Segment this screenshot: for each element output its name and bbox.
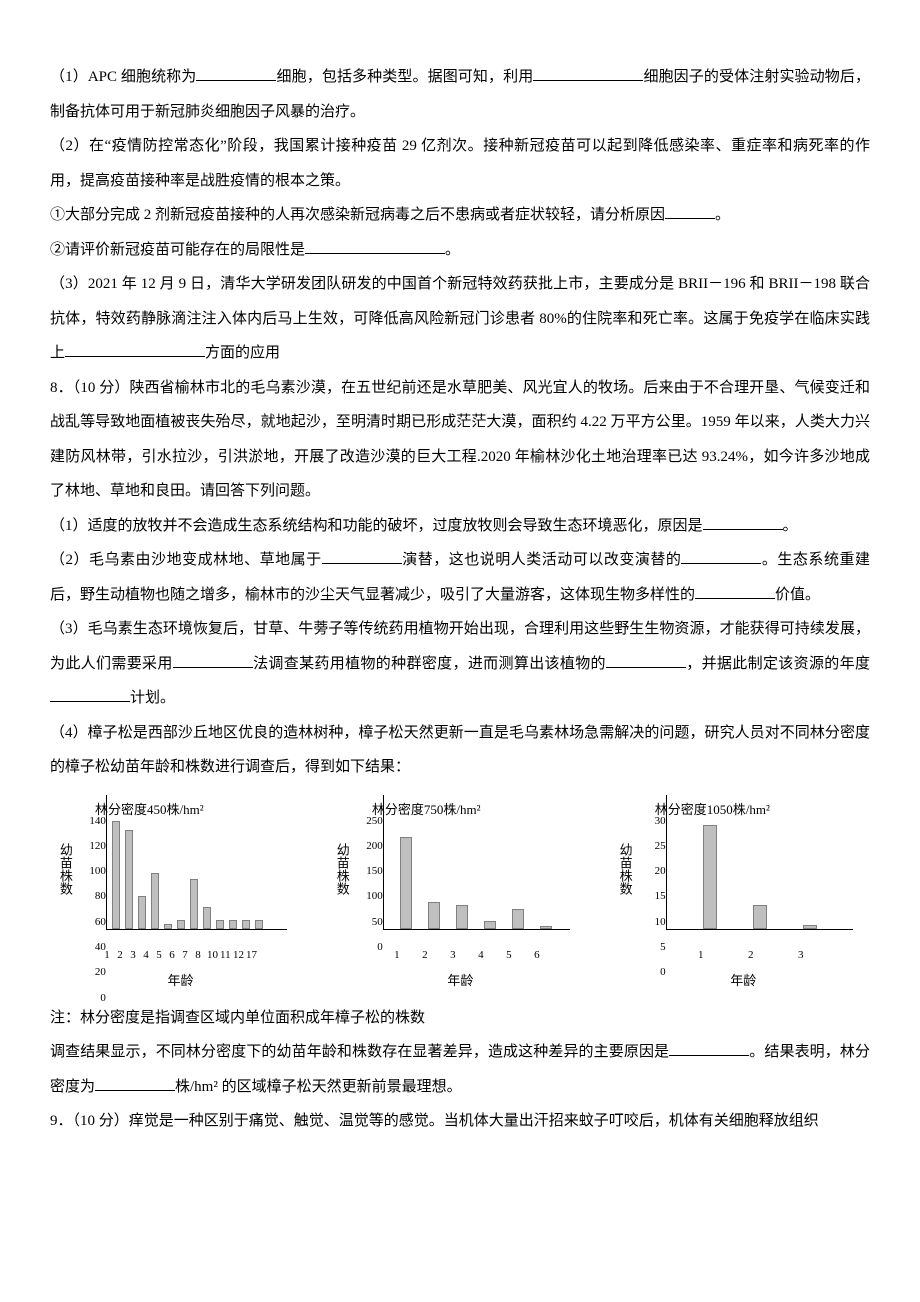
- chart-450: 林分密度450株/hm²幼苗株数140120100806040200123456…: [50, 795, 287, 996]
- q8-3: （3）毛乌素生态环境恢复后，甘草、牛蒡子等传统药用植物开始出现，合理利用这些野生…: [50, 612, 870, 716]
- q7-2-2: ②请评价新冠疫苗可能存在的局限性是 。: [50, 233, 870, 268]
- blank: [606, 652, 686, 668]
- q9: 9．（10 分）痒觉是一种区别于痛觉、触觉、温觉等的感觉。当机体大量出汗招来蚊子…: [50, 1104, 870, 1139]
- q7-2-1: ①大部分完成 2 剂新冠疫苗接种的人再次感染新冠病毒之后不患病或者症状较轻，请分…: [50, 198, 870, 233]
- blank: [703, 514, 783, 530]
- chart-750: 林分密度750株/hm²幼苗株数250200150100500123456年龄: [327, 795, 570, 996]
- blank: [322, 548, 402, 564]
- q8-intro: 8．（10 分）陕西省榆林市北的毛乌素沙漠，在五世纪前还是水草肥美、风光宜人的牧…: [50, 371, 870, 509]
- blank: [665, 203, 715, 219]
- bar: [255, 920, 263, 929]
- text: 法调查某药用植物的种群密度，进而测算出该植物的: [253, 656, 606, 672]
- blank: [95, 1075, 175, 1091]
- x-axis-ticks: 123456: [351, 943, 570, 968]
- bar: [803, 925, 817, 929]
- y-axis-label: 幼苗株数: [327, 843, 357, 895]
- bar: [753, 905, 767, 929]
- text: （1）APC 细胞统称为: [50, 69, 196, 85]
- q8-4: （4）樟子松是西部沙丘地区优良的造林树种，樟子松天然更新一直是毛乌素林场急需解决…: [50, 716, 870, 785]
- blank: [305, 238, 445, 254]
- text: 调查结果显示，不同林分密度下的幼苗年龄和株数存在显著差异，造成这种差异的主要原因…: [50, 1044, 669, 1060]
- blank: [695, 583, 775, 599]
- bar: [242, 920, 250, 929]
- text: 方面的应用: [205, 345, 280, 361]
- q8-2: （2）毛乌素由沙地变成林地、草地属于演替，这也说明人类活动可以改变演替的。生态系…: [50, 543, 870, 612]
- text: 价值。: [775, 587, 820, 603]
- charts-row: 林分密度450株/hm²幼苗株数140120100806040200123456…: [50, 795, 870, 996]
- plot-area: [383, 795, 570, 930]
- q7-2: （2）在“疫情防控常态化”阶段，我国累计接种疫苗 29 亿剂次。接种新冠疫苗可以…: [50, 129, 870, 198]
- blank: [173, 652, 253, 668]
- bar: [138, 896, 146, 929]
- q8-1: （1）适度的放牧并不会造成生态系统结构和功能的破坏，过度放牧则会导致生态环境恶化…: [50, 509, 870, 544]
- blank: [533, 65, 643, 81]
- x-axis-ticks: 123: [634, 943, 853, 968]
- bar: [190, 879, 198, 929]
- text: 细胞，包括多种类型。据图可知，利用: [276, 69, 533, 85]
- text: 。: [783, 518, 798, 534]
- y-axis-label: 幼苗株数: [610, 843, 640, 895]
- bar: [151, 873, 159, 929]
- chart-1050: 林分密度1050株/hm²幼苗株数302520151050123年龄: [610, 795, 853, 996]
- bar: [400, 837, 412, 928]
- plot-area: [666, 795, 853, 930]
- q7-1: （1）APC 细胞统称为细胞，包括多种类型。据图可知，利用细胞因子的受体注射实验…: [50, 60, 870, 129]
- text: 计划。: [130, 690, 175, 706]
- bar: [216, 920, 224, 929]
- plot-area: [106, 795, 287, 930]
- blank: [681, 548, 761, 564]
- blank: [50, 686, 130, 702]
- x-axis-ticks: 1234567810111217: [74, 943, 287, 968]
- y-axis-label: 幼苗株数: [50, 843, 80, 895]
- bar: [177, 920, 185, 929]
- x-axis-label: 年龄: [351, 966, 570, 996]
- text: 演替，这也说明人类活动可以改变演替的: [402, 552, 682, 568]
- bar: [703, 825, 717, 929]
- bar: [164, 924, 172, 928]
- text: ①大部分完成 2 剂新冠疫苗接种的人再次感染新冠病毒之后不患病或者症状较轻，请分…: [50, 207, 665, 223]
- text: 。: [445, 242, 460, 258]
- bar: [203, 907, 211, 928]
- blank: [669, 1040, 749, 1056]
- text: （1）适度的放牧并不会造成生态系统结构和功能的破坏，过度放牧则会导致生态环境恶化…: [50, 518, 703, 534]
- bar: [229, 920, 237, 929]
- bar: [512, 909, 524, 928]
- bar: [112, 821, 120, 928]
- text: 株/hm² 的区域樟子松天然更新前景最理想。: [175, 1079, 462, 1095]
- blank: [65, 341, 205, 357]
- bar: [484, 921, 496, 928]
- x-axis-label: 年龄: [634, 966, 853, 996]
- text: 。: [715, 207, 730, 223]
- text: （2）毛乌素由沙地变成林地、草地属于: [50, 552, 322, 568]
- text: ，并据此制定该资源的年度: [686, 656, 870, 672]
- text: ②请评价新冠疫苗可能存在的局限性是: [50, 242, 305, 258]
- bar: [428, 902, 440, 928]
- bar: [540, 926, 552, 928]
- chart-note: 注：林分密度是指调查区域内单位面积成年樟子松的株数: [50, 1001, 870, 1036]
- q8-result: 调查结果显示，不同林分密度下的幼苗年龄和株数存在显著差异，造成这种差异的主要原因…: [50, 1035, 870, 1104]
- q7-3: （3）2021 年 12 月 9 日，清华大学研发团队研发的中国首个新冠特效药获…: [50, 267, 870, 371]
- bar: [456, 905, 468, 928]
- bar: [125, 830, 133, 929]
- blank: [196, 65, 276, 81]
